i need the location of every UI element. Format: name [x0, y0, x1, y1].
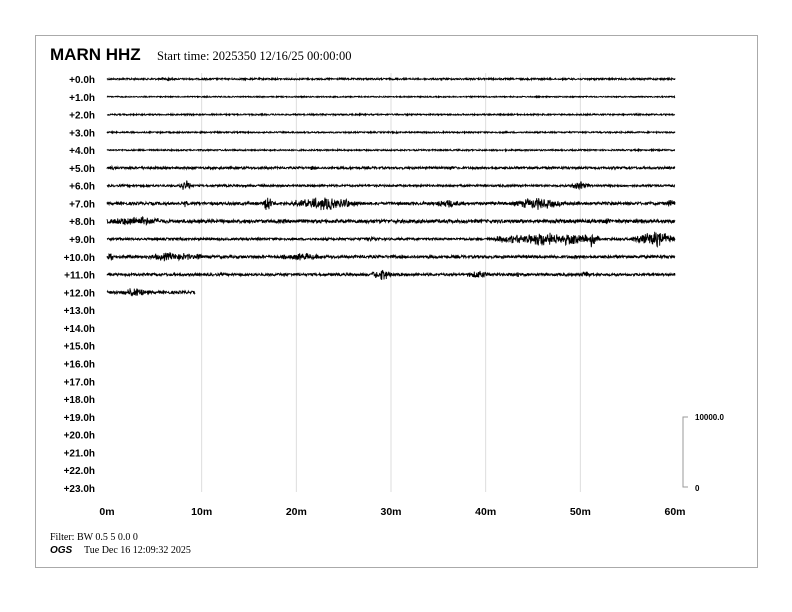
row-label: +15.0h	[64, 342, 95, 353]
start-time: Start time: 2025350 12/16/25 00:00:00	[157, 49, 352, 63]
row-label: +19.0h	[64, 413, 95, 424]
scale-bottom-label: 0	[695, 484, 700, 493]
x-tick-label: 20m	[286, 506, 307, 518]
trace-row-4	[106, 147, 676, 153]
x-tick-label: 0m	[99, 506, 114, 518]
x-tick-label: 40m	[475, 506, 496, 518]
row-label: +7.0h	[69, 199, 95, 210]
trace-row-12	[106, 288, 196, 297]
trace-row-11	[106, 269, 676, 281]
trace-row-5	[106, 164, 676, 171]
x-tick-label: 60m	[664, 506, 685, 518]
trace-row-7	[106, 197, 676, 211]
trace-row-1	[106, 94, 676, 99]
row-label: +6.0h	[69, 182, 95, 193]
row-label: +12.0h	[64, 288, 95, 299]
row-label: +9.0h	[69, 235, 95, 246]
row-label: +13.0h	[64, 306, 95, 317]
row-label: +14.0h	[64, 324, 95, 335]
x-tick-label: 30m	[380, 506, 401, 518]
row-label: +21.0h	[64, 448, 95, 459]
station-title: MARN HHZ	[50, 45, 141, 64]
generated-date: Tue Dec 16 12:09:32 2025	[84, 545, 191, 556]
row-label: +23.0h	[64, 484, 95, 495]
row-label: +5.0h	[69, 164, 95, 175]
trace-row-9	[106, 231, 676, 248]
row-label: +10.0h	[64, 253, 95, 264]
trace-row-3	[106, 129, 676, 135]
row-label: +4.0h	[69, 146, 95, 157]
plot-frame	[35, 35, 758, 568]
row-label: +18.0h	[64, 395, 95, 406]
row-label: +22.0h	[64, 466, 95, 477]
row-label: +20.0h	[64, 431, 95, 442]
trace-row-8	[106, 215, 676, 226]
row-label: +1.0h	[69, 93, 95, 104]
row-label: +16.0h	[64, 359, 95, 370]
row-label: +8.0h	[69, 217, 95, 228]
x-tick-label: 10m	[191, 506, 212, 518]
org-logo-text: OGS	[50, 545, 73, 556]
trace-row-6	[106, 180, 676, 191]
trace-row-10	[106, 252, 676, 262]
row-label: +17.0h	[64, 377, 95, 388]
row-label: +0.0h	[69, 75, 95, 86]
row-label: +2.0h	[69, 111, 95, 122]
trace-row-0	[106, 76, 676, 82]
trace-row-2	[106, 112, 676, 117]
scale-top-label: 10000.0	[695, 413, 724, 422]
filter-info: Filter: BW 0.5 5 0.0 0	[50, 532, 138, 543]
scale-bar	[682, 416, 688, 488]
row-label: +11.0h	[64, 271, 95, 282]
row-label: +3.0h	[69, 128, 95, 139]
x-tick-label: 50m	[570, 506, 591, 518]
